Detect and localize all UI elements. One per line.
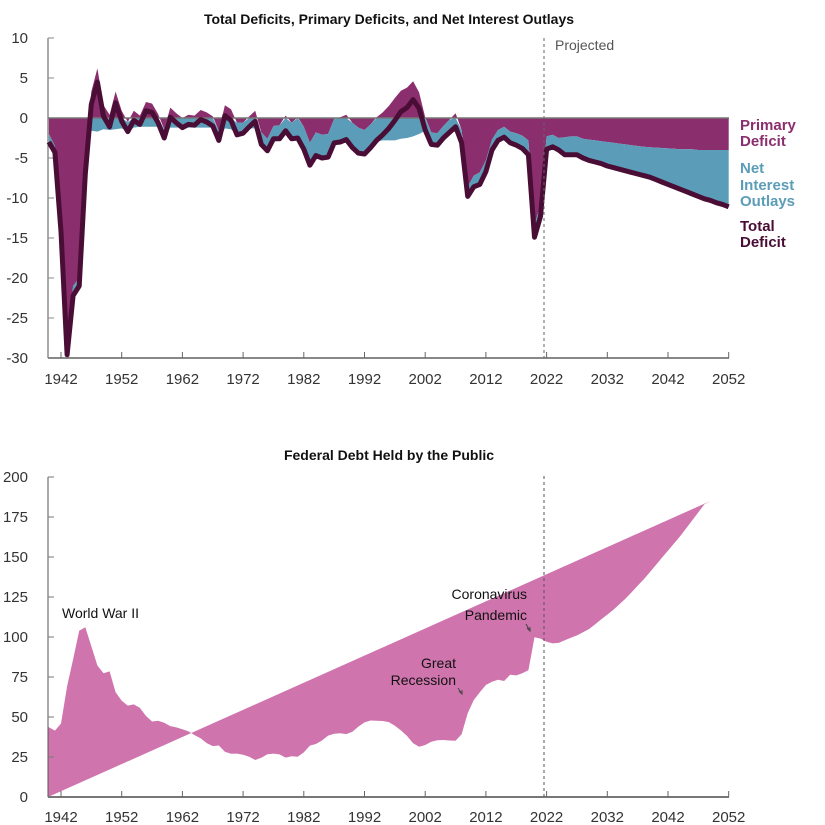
x-tick-label: 2022: [530, 809, 563, 825]
y-tick-label: 10: [11, 30, 28, 47]
x-tick-label: 2052: [712, 809, 745, 825]
annotation-covid-2: Pandemic: [465, 607, 527, 623]
x-tick-label: 1952: [105, 809, 138, 825]
legend: Primary Deficit Net Interest Outlays Tot…: [740, 117, 797, 251]
x-tick-label: 1972: [226, 371, 259, 388]
annotation-recession-1: Great: [421, 655, 456, 671]
y-tick-label: 150: [3, 549, 28, 566]
annotation-covid-1: Coronavirus: [452, 586, 527, 602]
legend-primary-2: Deficit: [740, 133, 786, 150]
y-tick-label: -5: [15, 150, 28, 167]
annotation-wwii: World War II: [62, 605, 139, 621]
y-tick-label: -30: [6, 350, 28, 367]
x-tick-label: 1962: [166, 809, 199, 825]
x-tick-label: 2002: [409, 809, 442, 825]
arrowhead-recession-icon: [458, 690, 463, 696]
primary-deficit-area: [48, 68, 729, 347]
x-tick-label: 1992: [348, 371, 381, 388]
x-tick-label: 2052: [712, 371, 745, 388]
x-tick-label: 1992: [348, 809, 381, 825]
x-tick-label: 2032: [591, 809, 624, 825]
y-tick-label: 5: [20, 70, 28, 87]
x-tick-label: 1942: [44, 371, 77, 388]
legend-interest-2: Interest: [740, 177, 794, 194]
x-tick-label: 2032: [591, 371, 624, 388]
y-tick-label: 25: [11, 749, 28, 766]
y-tick-label: 100: [3, 629, 28, 646]
top-chart: Total Deficits, Primary Deficits, and Ne…: [6, 11, 796, 388]
y-tick-label: -15: [6, 230, 28, 247]
x-tick-label: 2042: [651, 371, 684, 388]
arrowhead-covid-icon: [526, 627, 531, 633]
y-tick-label: -25: [6, 310, 28, 327]
y-tick-label: -20: [6, 270, 28, 287]
bottom-chart-title: Federal Debt Held by the Public: [284, 447, 494, 463]
y-tick-label: 125: [3, 589, 28, 606]
legend-total-2: Deficit: [740, 234, 786, 251]
x-tick-label: 1942: [44, 809, 77, 825]
x-tick-label: 2042: [651, 809, 684, 825]
x-tick-label: 2012: [469, 809, 502, 825]
y-tick-label: 75: [11, 669, 28, 686]
projected-label: Projected: [555, 37, 614, 53]
y-tick-label: 175: [3, 509, 28, 526]
bottom-x-axis: 1942 1952 1962 1972 1982 1992 2002 2012 2022 2032…: [44, 791, 745, 825]
y-tick-label: 0: [20, 110, 28, 127]
x-tick-label: 1962: [166, 371, 199, 388]
x-tick-label: 1952: [105, 371, 138, 388]
top-chart-title: Total Deficits, Primary Deficits, and Ne…: [204, 11, 574, 27]
y-tick-label: -10: [6, 190, 28, 207]
y-tick-label: 50: [11, 709, 28, 726]
y-tick-label: 0: [20, 789, 28, 806]
x-tick-label: 2022: [530, 371, 563, 388]
top-y-axis: 10 5 0 -5 -10 -15 -20 -25 -30: [6, 30, 54, 367]
x-tick-label: 1982: [287, 371, 320, 388]
bottom-y-axis: 200 175 150 125 100 75 50 25 0: [3, 469, 54, 806]
x-tick-label: 2012: [469, 371, 502, 388]
x-tick-label: 1972: [226, 809, 259, 825]
legend-primary-1: Primary: [740, 117, 797, 134]
top-x-axis: 1942 1952 1962 1972 1982 1992 2002 2012 2022 2032…: [44, 352, 745, 388]
annotation-recession-2: Recession: [391, 672, 456, 688]
bottom-chart: Federal Debt Held by the Public 200 175 15…: [3, 447, 745, 825]
legend-interest-3: Outlays: [740, 193, 795, 210]
legend-interest-1: Net: [740, 160, 764, 177]
total-deficit-line: [46, 79, 730, 358]
y-tick-label: 200: [3, 469, 28, 486]
legend-total-1: Total: [740, 218, 775, 235]
debt-area: [48, 501, 711, 797]
x-tick-label: 1982: [287, 809, 320, 825]
x-tick-label: 2002: [409, 371, 442, 388]
net-interest-area: [48, 118, 729, 355]
